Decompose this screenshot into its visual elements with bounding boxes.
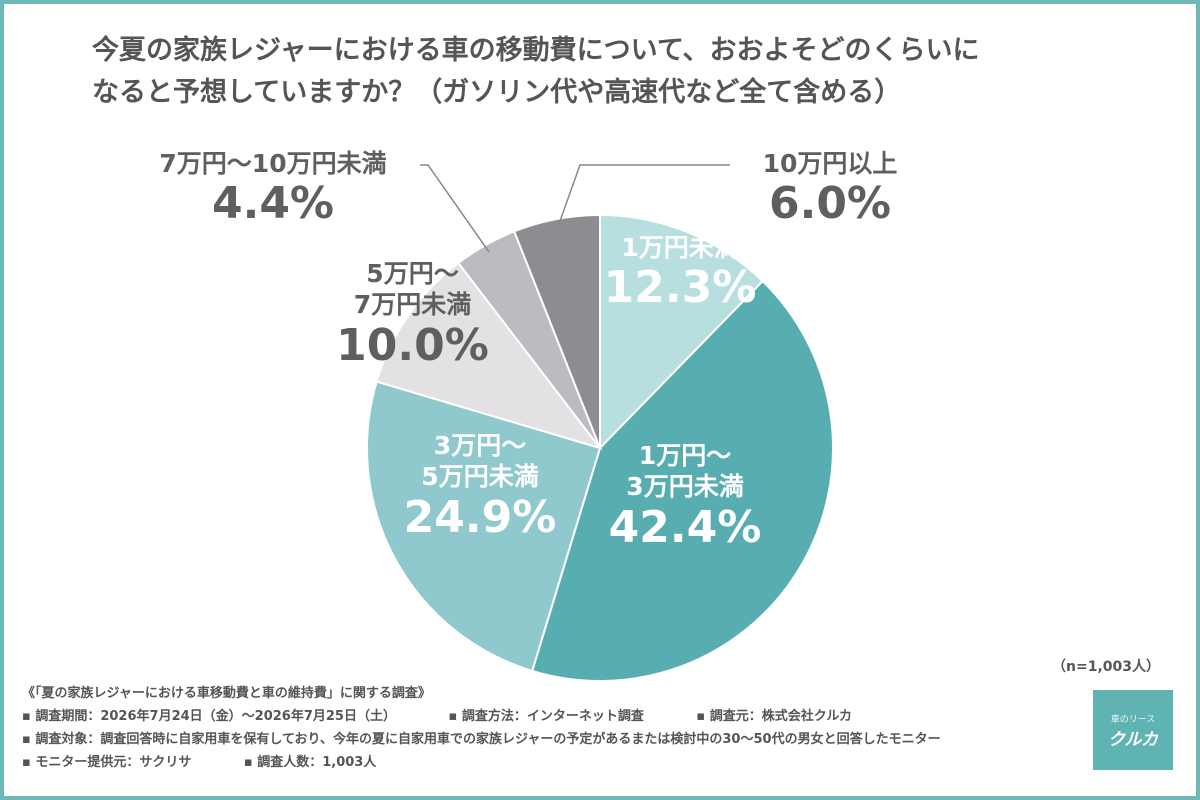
notes-row-3: ▪ モニター提供元：サクリサ ▪ 調査人数：1,003人 (22, 751, 1092, 774)
label-50k-70k-category-1: 5万円〜 (366, 259, 459, 288)
label-under-10k: 1万円未満 12.3% (600, 232, 760, 314)
slice-50k-70k (375, 261, 603, 450)
label-50k-70k: 5万円〜 7万円未満 10.0% (330, 258, 495, 371)
label-under-10k-category: 1万円未満 (621, 233, 739, 262)
label-over-100k-category: 10万円以上 (762, 149, 898, 178)
label-10k-30k-percent: 42.4% (608, 501, 762, 553)
label-70k-100k-category: 7万円〜10万円未満 (159, 149, 387, 178)
notes-provider: ▪ モニター提供元：サクリサ (22, 755, 192, 770)
logo-small-text: 車のリース (1110, 715, 1156, 725)
notes-method: ▪ 調査方法：インターネット調査 (448, 709, 644, 724)
notes-period: ▪ 調査期間：2026年7月24日（金）〜2026年7月25日（土） (22, 709, 396, 724)
slice-10k-30k (530, 279, 834, 682)
label-70k-100k: 7万円〜10万円未満 4.4% (138, 148, 408, 230)
label-30k-50k-category-2: 5万円未満 (421, 462, 539, 492)
label-30k-50k-percent: 24.9% (403, 491, 557, 543)
label-50k-70k-category-2: 7万円未満 (353, 290, 472, 320)
leader-line-70k-100k (420, 164, 490, 253)
chart-title: 今夏の家族レジャーにおける車の移動費について、おおよそどのくらいに なると予想し… (92, 30, 1122, 114)
label-30k-50k-category-1: 3万円〜 (433, 431, 527, 460)
label-30k-50k: 3万円〜 5万円未満 24.9% (395, 430, 565, 543)
kuruka-logo: 車のリース クルカ (1093, 690, 1173, 770)
label-50k-70k-percent: 10.0% (336, 319, 489, 371)
logo-big-text: クルカ (1108, 730, 1158, 750)
slice-under-10k (599, 213, 765, 451)
label-over-100k: 10万円以上 6.0% (740, 148, 920, 230)
label-10k-30k-category-2: 3万円未満 (626, 472, 744, 502)
notes-row-1: ▪ 調査期間：2026年7月24日（金）〜2026年7月25日（土） ▪ 調査方… (22, 705, 1092, 728)
leader-line-over-100k (557, 164, 730, 228)
label-70k-100k-percent: 4.4% (211, 178, 335, 230)
label-over-100k-percent: 6.0% (768, 178, 892, 230)
notes-header: 《「夏の家族レジャーにおける車移動費と車の維持費」に関する調査》 (22, 686, 431, 701)
notes-target: ▪ 調査対象：調査回答時に自家用車を保有しており、今年の夏に自家用車での家族レジ… (22, 732, 941, 747)
survey-notes: 《「夏の家族レジャーにおける車移動費と車の維持費」に関する調査》 ▪ 調査期間：… (22, 682, 1092, 774)
notes-count: ▪ 調査人数：1,003人 (243, 755, 377, 770)
label-under-10k-percent: 12.3% (603, 262, 757, 314)
label-10k-30k: 1万円〜 3万円未満 42.4% (600, 440, 770, 553)
notes-org: ▪ 調査元：株式会社クルカ (696, 709, 852, 724)
label-10k-30k-category-1: 1万円〜 (638, 441, 732, 470)
title-line-2: なると予想していますか？（ガソリン代や高速代など全て含める） (92, 77, 902, 108)
slice-30k-50k (366, 380, 602, 673)
sample-size: （n=1,003人） (1052, 659, 1160, 675)
title-line-1: 今夏の家族レジャーにおける車の移動費について、おおよそどのくらいに (92, 35, 980, 66)
slice-over-100k (512, 213, 601, 449)
